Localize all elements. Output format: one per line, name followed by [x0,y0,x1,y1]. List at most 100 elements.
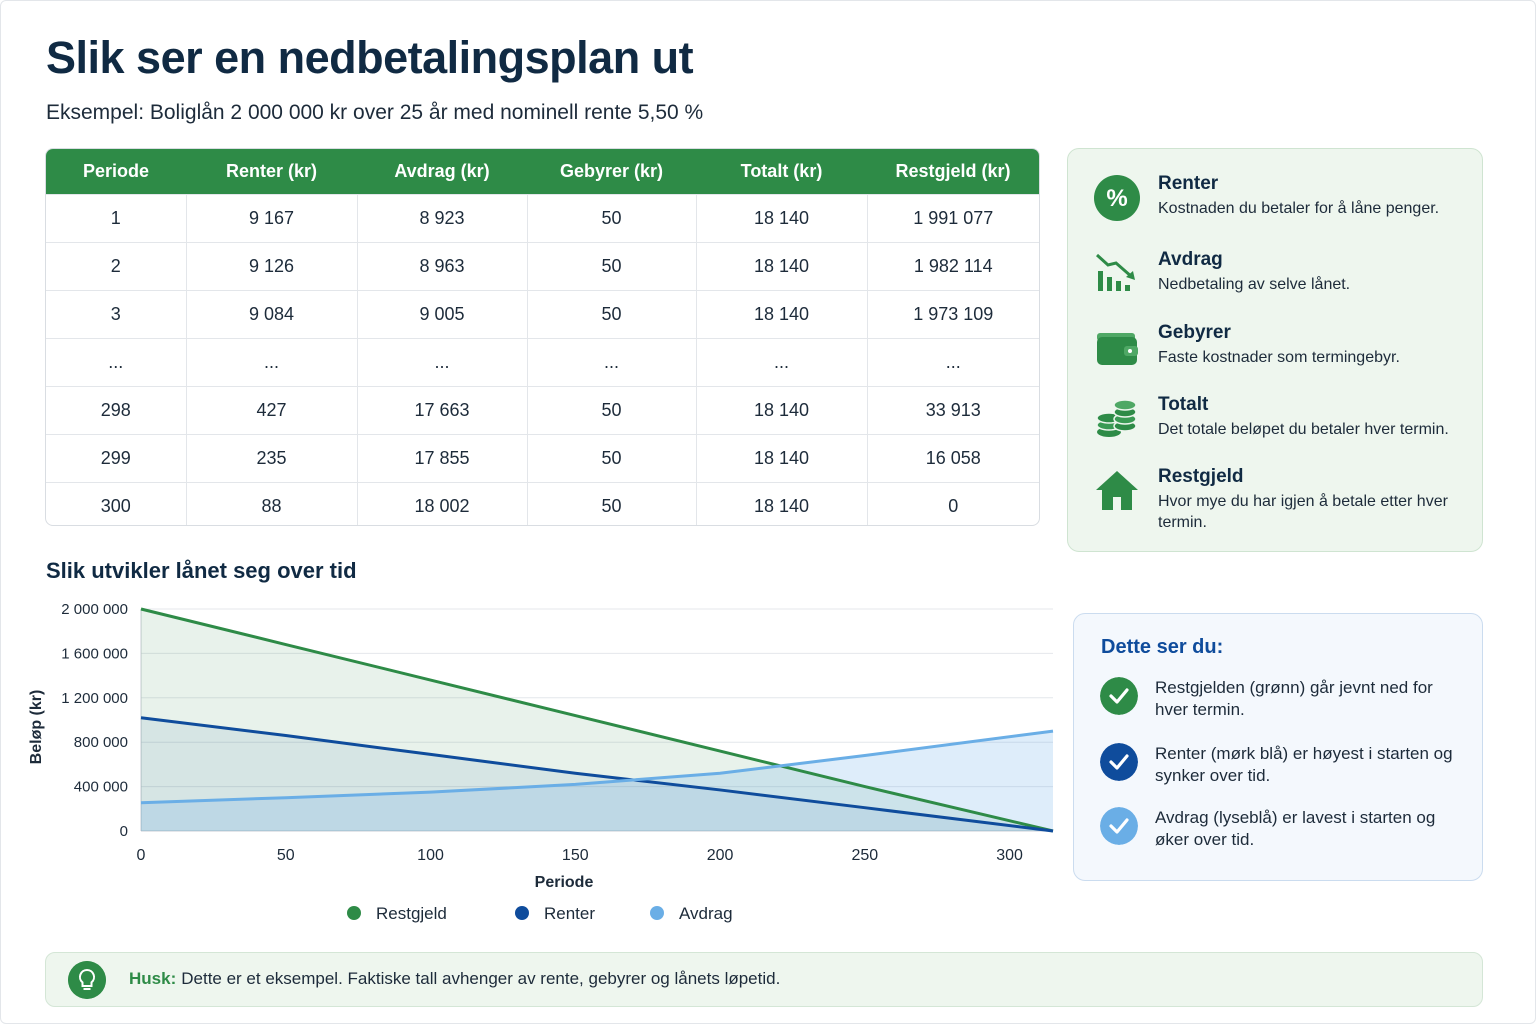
check-circle-icon [1100,677,1138,715]
table-header-row: Periode Renter (kr) Avdrag (kr) Gebyrer … [46,149,1039,195]
table-cell: 300 [46,482,187,525]
table-cell: 1 991 077 [867,194,1039,243]
coins-icon [1096,399,1137,437]
table-cell: 50 [527,482,697,525]
explanation-description: Kostnaden du betaler for å låne penger. [1158,200,1440,217]
table-cell: 299 [46,434,187,483]
percent-icon: % [1094,175,1140,221]
chart-down-icon [1095,253,1135,291]
table-cell: 8 963 [357,242,528,291]
y-axis-label: Beløp (kr) [28,690,45,765]
x-tick-label: 100 [417,847,444,864]
table-cell: ... [527,338,697,387]
table-cell: ... [46,338,187,387]
series-line-restgjeld [140,607,1054,833]
table-cell: 9 005 [357,290,528,339]
series-line-renter [140,716,1054,833]
table-cell: 50 [527,434,697,483]
table-cell: 18 140 [696,482,868,525]
table-cell: 33 913 [867,386,1039,435]
table-cell: 50 [527,194,697,243]
table-cell: 18 140 [696,386,868,435]
x-tick-label: 300 [996,847,1023,864]
y-tick-label: 1 200 000 [61,690,128,707]
table-cell: 427 [186,386,358,435]
table-row: 298 427 17 663 50 18 140 33 913 [46,386,1039,435]
table-cell: ... [357,338,528,387]
wallet-icon [1097,333,1138,365]
y-tick-label: 0 [120,823,128,840]
table-cell: 9 167 [186,194,358,243]
lightbulb-icon [68,961,106,999]
x-tick-label: 250 [851,847,878,864]
series-area-restgjeld [141,609,1053,831]
table-cell: 17 855 [357,434,528,483]
table-cell: 9 084 [186,290,358,339]
legend-marker-restgjeld [347,906,361,920]
amortization-table: Periode Renter (kr) Avdrag (kr) Gebyrer … [45,148,1040,526]
y-tick-label: 800 000 [74,734,128,751]
table-cell: 18 140 [696,242,868,291]
term-explanation-panel: % Renter Kostnaden du betaler for å låne… [1067,148,1483,552]
page-subtitle: Eksempel: Boliglån 2 000 000 kr over 25 … [46,101,704,124]
table-cell: ... [867,338,1039,387]
table-cell: 298 [46,386,187,435]
column-header-gebyrer: Gebyrer (kr) [527,149,696,195]
column-header-restgjeld: Restgjeld (kr) [867,149,1039,195]
table-cell: ... [696,338,868,387]
table-cell: 50 [527,290,697,339]
y-tick-label: 400 000 [74,779,128,796]
series-area-renter [141,717,1053,831]
table-cell: 9 126 [186,242,358,291]
svg-text:%: % [1106,185,1127,212]
explanation-title: Restgjeld [1158,466,1244,487]
table-cell: 1 973 109 [867,290,1039,339]
explanation-title: Avdrag [1158,249,1223,270]
table-row: 299 235 17 855 50 18 140 16 058 [46,434,1039,483]
explanation-description: Det totale beløpet du betaler hver termi… [1158,421,1449,438]
table-cell: 0 [867,482,1039,525]
table-cell: 1 982 114 [867,242,1039,291]
observations-panel: Dette ser du: Restgjelden (grønn) går je… [1073,613,1483,881]
observation-text: Restgjelden (grønn) går jevnt ned for hv… [1155,678,1433,719]
table-cell: 8 923 [357,194,528,243]
page-title: Slik ser en nedbetalingsplan ut [46,32,694,83]
explanation-title: Totalt [1158,394,1209,415]
series-area-avdrag [141,731,1053,831]
table-cell: 235 [186,434,358,483]
column-header-totalt: Totalt (kr) [696,149,867,195]
x-tick-label: 150 [562,847,589,864]
explanation-description: Hvor mye du har igjen å betale etter hve… [1158,493,1448,531]
explanation-title: Gebyrer [1158,322,1231,343]
table-cell: 1 [46,194,187,243]
reminder-note: Husk: Dette er et eksempel. Faktiske tall… [45,952,1483,1007]
x-axis-label: Periode [535,874,594,891]
legend-label-restgjeld: Restgjeld [376,904,447,923]
table-cell: 17 663 [357,386,528,435]
observation-text: Renter (mørk blå) er høyest i starten og… [1155,744,1453,785]
table-cell: 18 140 [696,434,868,483]
column-header-avdrag: Avdrag (kr) [357,149,527,195]
table-row: .................. [46,338,1039,387]
legend-label-renter: Renter [544,904,595,923]
explanation-title: Renter [1158,173,1219,194]
house-icon [1096,471,1138,510]
check-circle-icon [1100,807,1138,845]
table-cell: 16 058 [867,434,1039,483]
table-row: 300 88 18 002 50 18 140 0 [46,482,1039,525]
table-cell: 2 [46,242,187,291]
x-tick-label: 0 [137,847,146,864]
series-line-avdrag [140,729,1054,805]
explanation-description: Faste kostnader som termingebyr. [1158,349,1400,366]
legend-label-avdrag: Avdrag [679,904,733,923]
table-cell: 88 [186,482,358,525]
table-cell: 50 [527,386,697,435]
table-cell: 3 [46,290,187,339]
y-tick-label: 2 000 000 [61,601,128,618]
table-cell: 18 002 [357,482,528,525]
chart-title: Slik utvikler lånet seg over tid [46,558,357,583]
explanation-description: Nedbetaling av selve lånet. [1158,276,1351,293]
reminder-body: Dette er et eksempel. Faktiske tall avhe… [181,969,781,988]
column-header-periode: Periode [46,149,186,195]
